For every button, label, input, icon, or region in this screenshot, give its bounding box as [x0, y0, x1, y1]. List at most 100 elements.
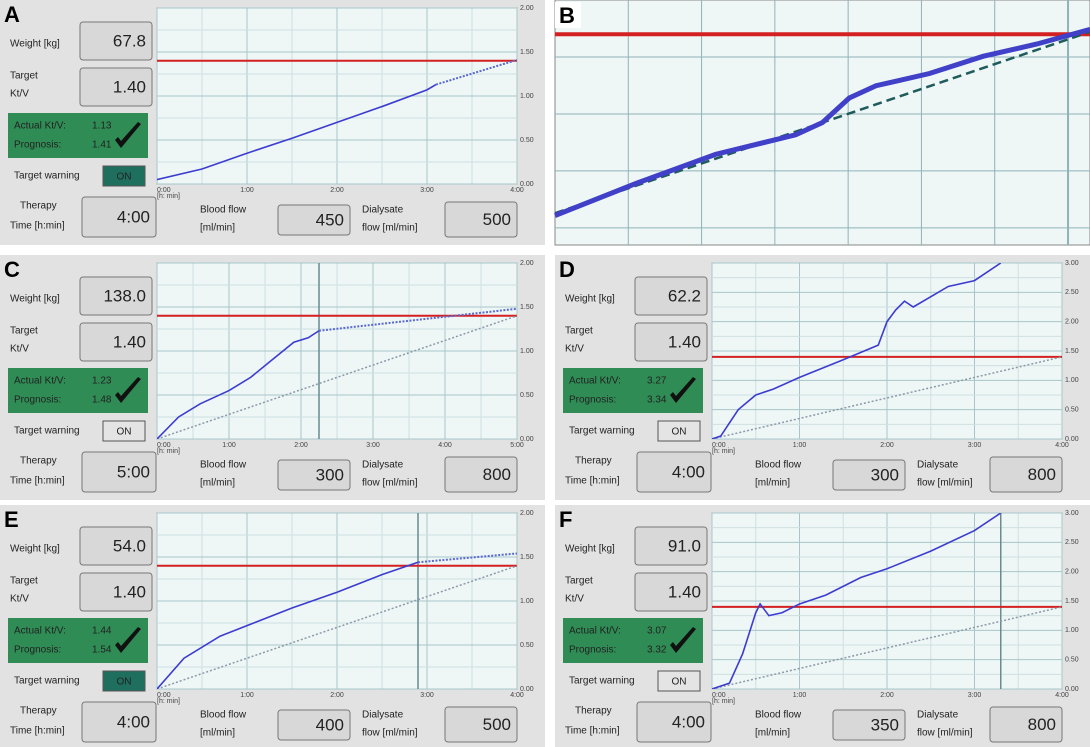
blood-label: Blood flow: [755, 710, 802, 721]
y-tick-label: 2.00: [1065, 569, 1079, 576]
dialysate-unit: flow [ml/min]: [917, 478, 973, 489]
value-text: 350: [871, 715, 899, 734]
x-tick-label: 2:00: [880, 442, 894, 449]
y-tick-label: 2.00: [1065, 319, 1079, 326]
x-tick-label: 2:00: [880, 692, 894, 699]
warning-value: ON: [117, 427, 132, 438]
x-tick-label: 3:00: [968, 692, 982, 699]
dialysate-unit: flow [ml/min]: [362, 223, 418, 234]
time-label: Time [h:min]: [10, 221, 65, 232]
therapy-label: Therapy: [20, 456, 57, 467]
x-tick-label: 4:00: [1055, 442, 1069, 449]
value-text: 800: [1028, 715, 1056, 734]
panel-letter: F: [559, 507, 572, 532]
weight-label: Weight [kg]: [10, 294, 60, 305]
panel: B: [555, 0, 1090, 245]
x-tick-label: 1:00: [793, 692, 807, 699]
panel: DWeight [kg]62.2TargetKt/V1.40Actual Kt/…: [555, 255, 1090, 500]
y-tick-label: 0.50: [1065, 657, 1079, 664]
y-tick-label: 2.00: [520, 260, 534, 267]
ktv-label: Kt/V: [10, 344, 29, 355]
value-text: 4:00: [672, 712, 705, 731]
y-tick-label: 3.00: [1065, 260, 1079, 267]
blood-label: Blood flow: [200, 205, 247, 216]
y-tick-label: 0.50: [520, 642, 534, 649]
panel-letter: C: [4, 257, 20, 282]
target-label: Target: [10, 326, 38, 337]
value-text: 4:00: [117, 712, 150, 731]
time-label: Time [h:min]: [565, 476, 620, 487]
weight-label: Weight [kg]: [10, 544, 60, 555]
actual-label: Actual Kt/V:: [14, 626, 66, 637]
actual-value: 1.13: [92, 121, 112, 132]
therapy-label: Therapy: [575, 706, 612, 717]
prognosis-label: Prognosis:: [14, 395, 61, 406]
value-text: 800: [483, 465, 511, 484]
y-tick-label: 1.00: [520, 598, 534, 605]
x-tick-label: 3:00: [968, 442, 982, 449]
y-tick-label: 2.00: [520, 510, 534, 517]
time-label: Time [h:min]: [10, 726, 65, 737]
actual-label: Actual Kt/V:: [14, 376, 66, 387]
y-tick-label: 1.00: [520, 348, 534, 355]
therapy-label: Therapy: [20, 201, 57, 212]
y-tick-label: 2.50: [1065, 539, 1079, 546]
actual-label: Actual Kt/V:: [569, 376, 621, 387]
time-label: Time [h:min]: [565, 726, 620, 737]
blood-label: Blood flow: [755, 460, 802, 471]
actual-label: Actual Kt/V:: [569, 626, 621, 637]
x-unit: [h: min]: [712, 448, 735, 455]
x-unit: [h: min]: [157, 193, 180, 200]
value-text: 4:00: [117, 207, 150, 226]
prognosis-label: Prognosis:: [569, 395, 616, 406]
value-text: 91.0: [668, 536, 701, 555]
warning-label: Target warning: [14, 426, 80, 437]
panel-letter: A: [4, 2, 20, 27]
x-tick-label: 1:00: [222, 442, 236, 449]
dialysate-label: Dialysate: [362, 710, 404, 721]
y-tick-label: 3.00: [1065, 510, 1079, 517]
prognosis-label: Prognosis:: [14, 645, 61, 656]
y-tick-label: 1.00: [520, 93, 534, 100]
x-unit: [h: min]: [157, 448, 180, 455]
prognosis-value: 1.48: [92, 395, 112, 406]
prognosis-value: 3.32: [647, 645, 667, 656]
value-text: 300: [871, 465, 899, 484]
value-text: 5:00: [117, 462, 150, 481]
value-text: 1.40: [113, 332, 146, 351]
y-tick-label: 0.50: [1065, 407, 1079, 414]
blood-unit: [ml/min]: [200, 728, 235, 739]
actual-value: 1.23: [92, 376, 112, 387]
value-text: 300: [316, 465, 344, 484]
weight-label: Weight [kg]: [565, 294, 615, 305]
blood-unit: [ml/min]: [755, 728, 790, 739]
dialysate-label: Dialysate: [917, 460, 959, 471]
value-text: 1.40: [113, 77, 146, 96]
value-text: 1.40: [668, 582, 701, 601]
value-text: 400: [316, 715, 344, 734]
y-tick-label: 1.50: [1065, 348, 1079, 355]
dialysate-label: Dialysate: [362, 205, 404, 216]
warning-label: Target warning: [14, 676, 80, 687]
x-tick-label: 4:00: [510, 692, 524, 699]
target-label: Target: [565, 326, 593, 337]
prognosis-label: Prognosis:: [569, 645, 616, 656]
warning-label: Target warning: [569, 676, 635, 687]
warning-value: ON: [117, 677, 132, 688]
actual-label: Actual Kt/V:: [14, 121, 66, 132]
target-label: Target: [10, 576, 38, 587]
x-tick-label: 4:00: [1055, 692, 1069, 699]
therapy-label: Therapy: [575, 456, 612, 467]
prognosis-value: 1.41: [92, 140, 112, 151]
y-tick-label: 0.00: [520, 436, 534, 443]
actual-value: 3.27: [647, 376, 667, 387]
panel-letter: D: [559, 257, 575, 282]
warning-value: ON: [672, 427, 687, 438]
blood-unit: [ml/min]: [200, 478, 235, 489]
y-tick-label: 0.00: [520, 686, 534, 693]
therapy-label: Therapy: [20, 706, 57, 717]
x-tick-label: 1:00: [240, 187, 254, 194]
